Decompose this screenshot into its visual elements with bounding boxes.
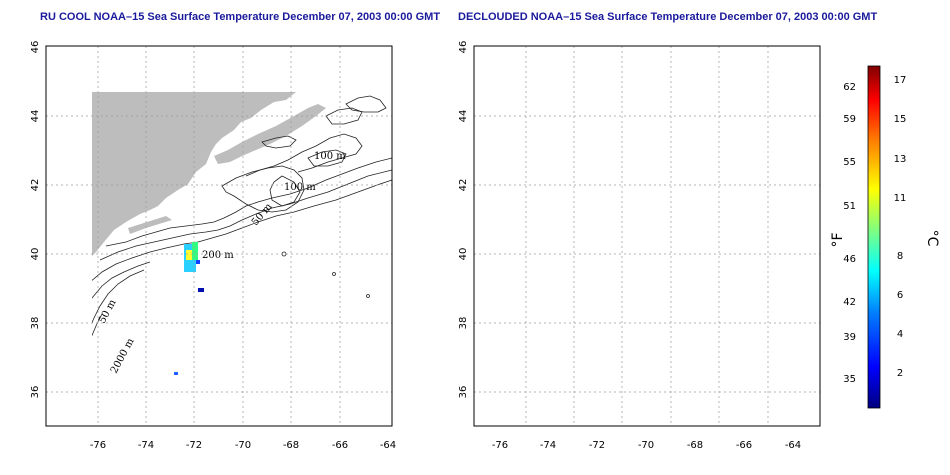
fahrenheit-tick: 62 [843,82,856,93]
celsius-tick: 17 [894,75,907,86]
right-x-tick: -70 [638,440,654,451]
left-map: 100 m 100 m 50 m 200 m 50 m 2000 m -76 -… [30,41,396,451]
fahrenheit-tick: 46 [843,254,856,265]
celsius-tick: 8 [897,251,903,262]
left-x-tick: -72 [186,440,202,451]
right-contour-label-1: 100 m [742,151,774,162]
right-y-tick: 42 [458,179,469,192]
celsius-label: °C [924,230,940,247]
right-y-tick: 46 [458,41,469,54]
left-contour-label-1: 100 m [314,151,346,162]
celsius-tick: 15 [894,114,907,125]
celsius-tick: 2 [897,368,903,379]
left-x-tick: -74 [138,440,154,451]
right-sst-pixels [480,264,628,426]
left-contour-label-2: 100 m [284,182,316,193]
colorbar-ramp [867,65,881,409]
right-map-frame [473,45,821,427]
right-y-tick: 40 [458,248,469,261]
fahrenheit-tick: 51 [843,201,856,212]
left-y-tick: 46 [30,41,41,54]
right-y-tick: 38 [458,317,469,330]
celsius-tick: 6 [897,290,903,301]
right-y-axis: 36 38 40 42 44 46 [458,41,469,399]
right-x-tick: -74 [540,440,556,451]
left-sst-pixels [174,242,204,375]
right-x-axis: -76 -74 -72 -70 -68 -66 -64 [492,440,801,451]
left-y-tick: 44 [30,110,41,123]
left-x-tick: -64 [380,440,396,451]
right-contour-label-2: 100 m [712,182,744,193]
right-y-tick: 36 [458,386,469,399]
left-contour-label-5: 50 m [97,297,119,325]
left-graticule [46,46,392,426]
right-panel-title: DECLOUDED NOAA–15 Sea Surface Temperatur… [458,11,877,23]
celsius-tick: 13 [894,154,907,165]
left-map-frame [45,45,393,427]
right-x-tick: -72 [589,440,605,451]
right-x-tick: -66 [736,440,752,451]
right-x-tick: -64 [785,440,801,451]
left-x-tick: -68 [283,440,299,451]
fahrenheit-tick: 55 [843,157,856,168]
left-y-tick: 40 [30,248,41,261]
celsius-tick: 11 [894,193,907,204]
right-contour-label-6: 2000 m [537,336,565,375]
right-y-tick: 44 [458,110,469,123]
fahrenheit-tick: 42 [843,297,856,308]
left-contour-label-4: 200 m [202,250,234,261]
right-x-tick: -68 [687,440,703,451]
right-x-tick: -76 [492,440,508,451]
left-y-axis: 36 38 40 42 44 46 [30,41,41,399]
colorbar: 62 59 55 51 46 42 39 35 17 15 13 11 8 6 … [830,65,940,409]
celsius-tick: 4 [897,329,903,340]
left-x-axis: -76 -74 -72 -70 -68 -66 -64 [90,440,396,451]
right-isobaths [506,96,820,386]
left-x-tick: -76 [90,440,106,451]
left-x-tick: -66 [332,440,348,451]
fahrenheit-tick: 59 [843,114,856,125]
left-contour-label-6: 2000 m [109,336,137,375]
right-contour-label-5: 50 m [525,297,547,325]
fahrenheit-tick: 35 [843,374,856,385]
left-y-tick: 38 [30,317,41,330]
right-map: 100 m 100 m 50 m 200 m 50 m 2000 m -76 -… [458,41,821,451]
left-panel-title: RU COOL NOAA–15 Sea Surface Temperature … [40,11,440,23]
left-y-tick: 42 [30,179,41,192]
left-map-body: 100 m 100 m 50 m 200 m 50 m 2000 m [92,92,393,426]
left-contour-label-3: 50 m [250,201,275,228]
right-contour-label-4: 200 m [630,250,662,261]
colorbar-celsius-ticks: 17 15 13 11 8 6 4 2 [894,75,907,379]
right-contour-label-3: 50 m [678,201,703,228]
fahrenheit-label: °F [830,232,846,247]
right-graticule [474,46,820,426]
colorbar-fahrenheit-ticks: 62 59 55 51 46 42 39 35 [843,82,856,385]
left-y-tick: 36 [30,386,41,399]
fahrenheit-tick: 39 [843,332,856,343]
left-x-tick: -70 [235,440,251,451]
